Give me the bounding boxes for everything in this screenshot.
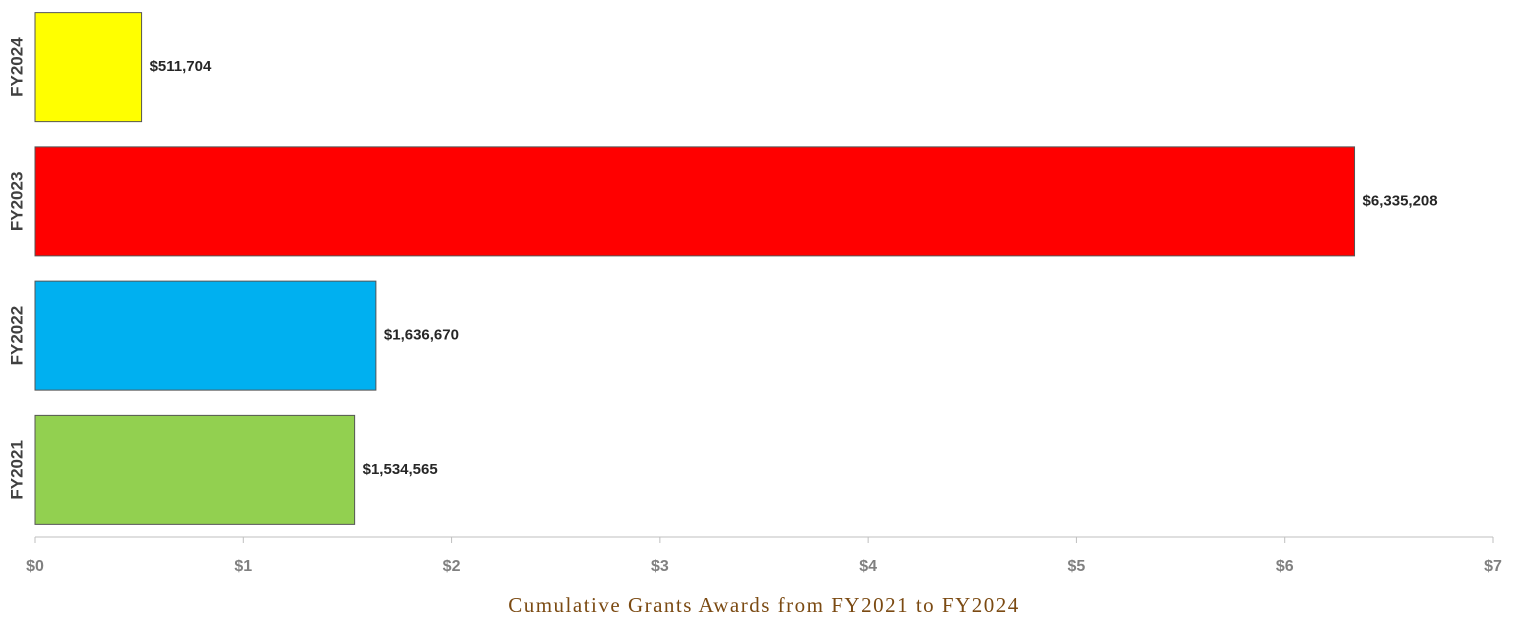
bar xyxy=(34,414,356,525)
y-tick-label: FY2022 xyxy=(7,306,26,366)
value-label: $1,636,670 xyxy=(384,327,459,344)
y-tick-label: FY2024 xyxy=(7,37,26,97)
y-tick-label: FY2023 xyxy=(7,172,26,232)
y-tick-label: FY2021 xyxy=(7,440,26,500)
chart-title: Cumulative Grants Awards from FY2021 to … xyxy=(508,593,1020,617)
bar xyxy=(34,12,143,123)
x-tick-label: $4 xyxy=(859,558,877,575)
x-tick-label: $3 xyxy=(651,558,669,575)
value-label: $1,534,565 xyxy=(363,461,438,478)
value-label: $511,704 xyxy=(150,58,212,75)
value-label: $6,335,208 xyxy=(1363,192,1438,209)
x-tick-label: $5 xyxy=(1068,558,1086,575)
x-tick-label: $7 xyxy=(1484,558,1502,575)
x-tick-label: $6 xyxy=(1276,558,1294,575)
bar xyxy=(34,146,1356,257)
x-tick-label: $1 xyxy=(234,558,252,575)
x-tick-label: $2 xyxy=(443,558,461,575)
bar xyxy=(34,280,377,391)
x-tick-label: $0 xyxy=(26,558,44,575)
